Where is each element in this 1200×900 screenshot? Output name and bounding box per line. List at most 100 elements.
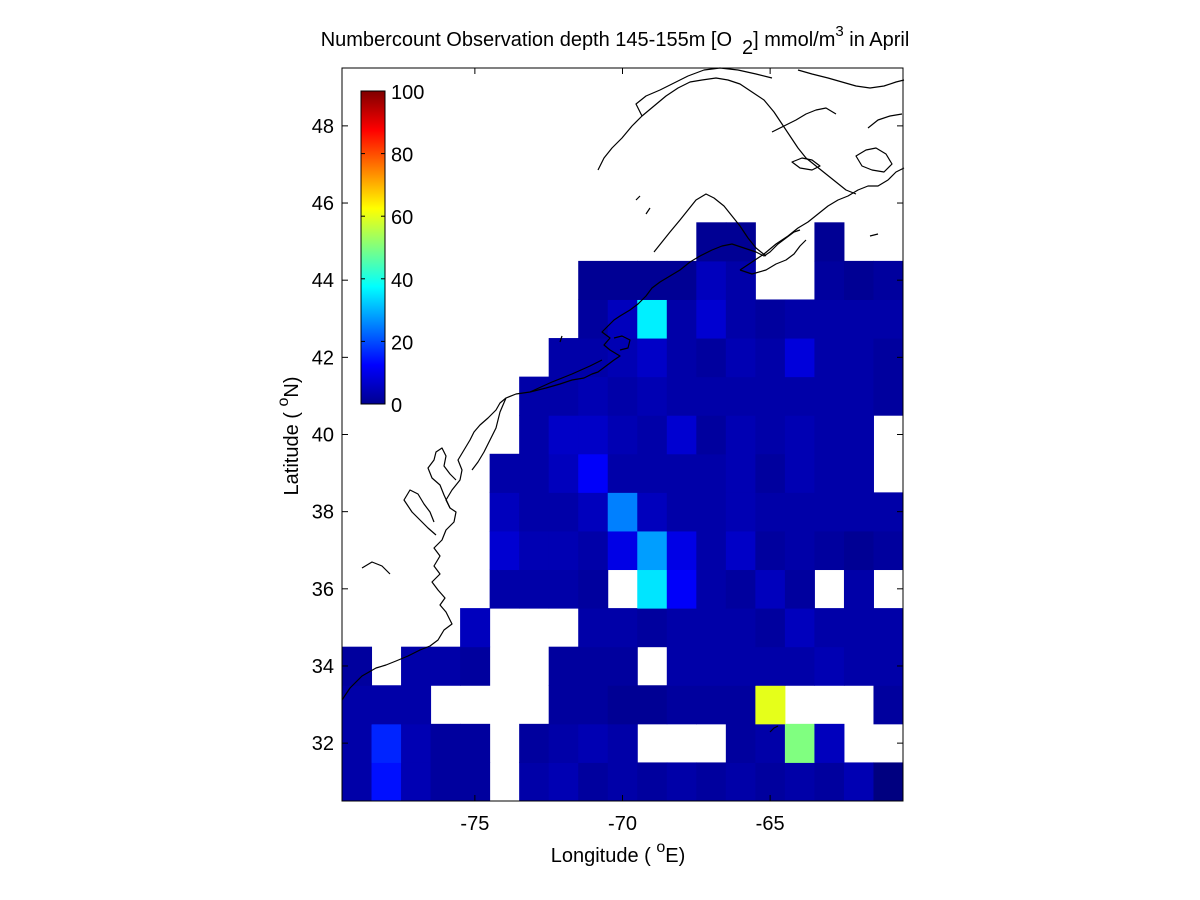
heatmap-cell: [460, 608, 491, 648]
heatmap-cell: [519, 723, 550, 763]
heatmap-cell: [843, 530, 874, 571]
y-axis-label: Latitude ( oN): [275, 377, 303, 496]
y-tick-label: 44: [312, 270, 334, 292]
heatmap-cell: [725, 530, 756, 571]
heatmap-cell: [666, 299, 697, 339]
y-tick-label: 34: [312, 656, 334, 678]
heatmap-cell: [548, 530, 579, 571]
heatmap-cell: [814, 762, 845, 802]
heatmap-cell: [784, 492, 815, 532]
heatmap-cell: [578, 530, 609, 571]
chart-title-suffix: in April: [844, 29, 910, 51]
coastline: [341, 67, 905, 733]
colorbar: 0 20 40 60 80 100: [360, 82, 424, 417]
heatmap-cell: [637, 762, 668, 802]
y-tick-label: 48: [312, 116, 334, 138]
coastline-sable: [869, 233, 879, 237]
heatmap-cell: [489, 569, 520, 609]
heatmap-cell: [814, 415, 845, 455]
heatmap-cell: [843, 376, 874, 416]
heatmap-cell: [725, 453, 756, 493]
heatmap-cell: [578, 569, 609, 609]
coastline-cape-breton: [855, 147, 893, 173]
heatmap-cell: [460, 646, 491, 686]
heatmap-cell: [637, 530, 668, 571]
heatmap-cell: [755, 646, 786, 686]
y-tick-label: 36: [312, 579, 334, 601]
heatmap-cell: [843, 260, 874, 300]
colorbar-tick-label: 80: [391, 145, 413, 167]
heatmap-cell: [342, 762, 373, 802]
heatmap-cell: [784, 762, 815, 802]
heatmap-cell: [637, 608, 668, 648]
heatmap-cell: [519, 453, 550, 493]
heatmap-cell: [548, 415, 579, 455]
heatmap-cell: [578, 723, 609, 763]
heatmap-cell: [430, 762, 461, 802]
heatmap-cell: [342, 685, 373, 725]
heatmap-cell: [755, 762, 786, 802]
y-tick-label: 38: [312, 502, 334, 524]
chart-title-superscript: 3: [835, 23, 843, 40]
coastline-nova-scotia-south: [739, 239, 807, 275]
x-axis-label: Longitude ( oE): [551, 839, 686, 867]
y-tick-label: 40: [312, 425, 334, 447]
heatmap-cell: [666, 260, 697, 300]
heatmap-cell: [607, 530, 638, 571]
heatmap-cell: [696, 415, 727, 455]
heatmap-cell: [725, 569, 756, 609]
y-axis: 32 34 36 38 40 42 44 46 48: [312, 116, 903, 755]
heatmap-cell: [607, 453, 638, 493]
colorbar-ticks: 0 20 40 60 80 100: [361, 82, 424, 417]
chart-title-mid: ] mmol/m: [753, 29, 835, 51]
heatmap-cell: [696, 569, 727, 609]
heatmap-cell: [696, 492, 727, 532]
heatmap-cell: [548, 646, 579, 686]
heatmap-cell: [519, 376, 550, 416]
heatmap-cell: [578, 260, 609, 300]
heatmap-cell: [784, 338, 815, 378]
heatmap-cell: [755, 376, 786, 416]
chart-title: Numbercount Observation depth 145-155m […: [321, 23, 910, 59]
heatmap-cell: [784, 530, 815, 571]
heatmap-cell: [666, 762, 697, 802]
heatmap-cell: [814, 222, 845, 262]
heatmap-cell: [873, 762, 904, 802]
heatmap-cell: [519, 762, 550, 802]
x-axis-label-suffix: E): [665, 845, 685, 867]
heatmap-cell: [637, 415, 668, 455]
heatmap-cell: [666, 376, 697, 416]
heatmap-cell: [607, 376, 638, 416]
heatmap-cell: [578, 299, 609, 339]
heatmap-cell: [637, 685, 668, 725]
heatmap-cell: [725, 415, 756, 455]
heatmap-cell: [548, 723, 579, 763]
heatmap-cell: [873, 608, 904, 648]
heatmap-cell: [666, 608, 697, 648]
heatmap-cell: [696, 530, 727, 571]
heatmap-cell: [578, 376, 609, 416]
heatmap-cell: [637, 492, 668, 532]
colorbar-tick-label: 20: [391, 332, 413, 354]
heatmap-cell: [401, 685, 432, 725]
heatmap-cell: [843, 569, 874, 609]
heatmap-cell: [784, 299, 815, 339]
heatmap-cell: [696, 453, 727, 493]
heatmap-cell: [666, 646, 697, 686]
heatmap-cell: [460, 723, 491, 763]
heatmap-cell: [814, 646, 845, 686]
coastline-nj: [471, 397, 507, 471]
heatmap-cell: [696, 608, 727, 648]
heatmap-cell: [873, 376, 904, 416]
heatmap-cell: [607, 492, 638, 532]
heatmap-cell: [755, 492, 786, 532]
heatmap-cell: [843, 415, 874, 455]
heatmap-cell: [755, 338, 786, 378]
colorbar-tick-label: 60: [391, 207, 413, 229]
heatmap-cell: [666, 415, 697, 455]
heatmap-cell: [814, 299, 845, 339]
heatmap-cell: [725, 299, 756, 339]
coastline-gaspe: [771, 107, 837, 133]
heatmap-cell: [814, 608, 845, 648]
heatmap-cell: [814, 530, 845, 571]
